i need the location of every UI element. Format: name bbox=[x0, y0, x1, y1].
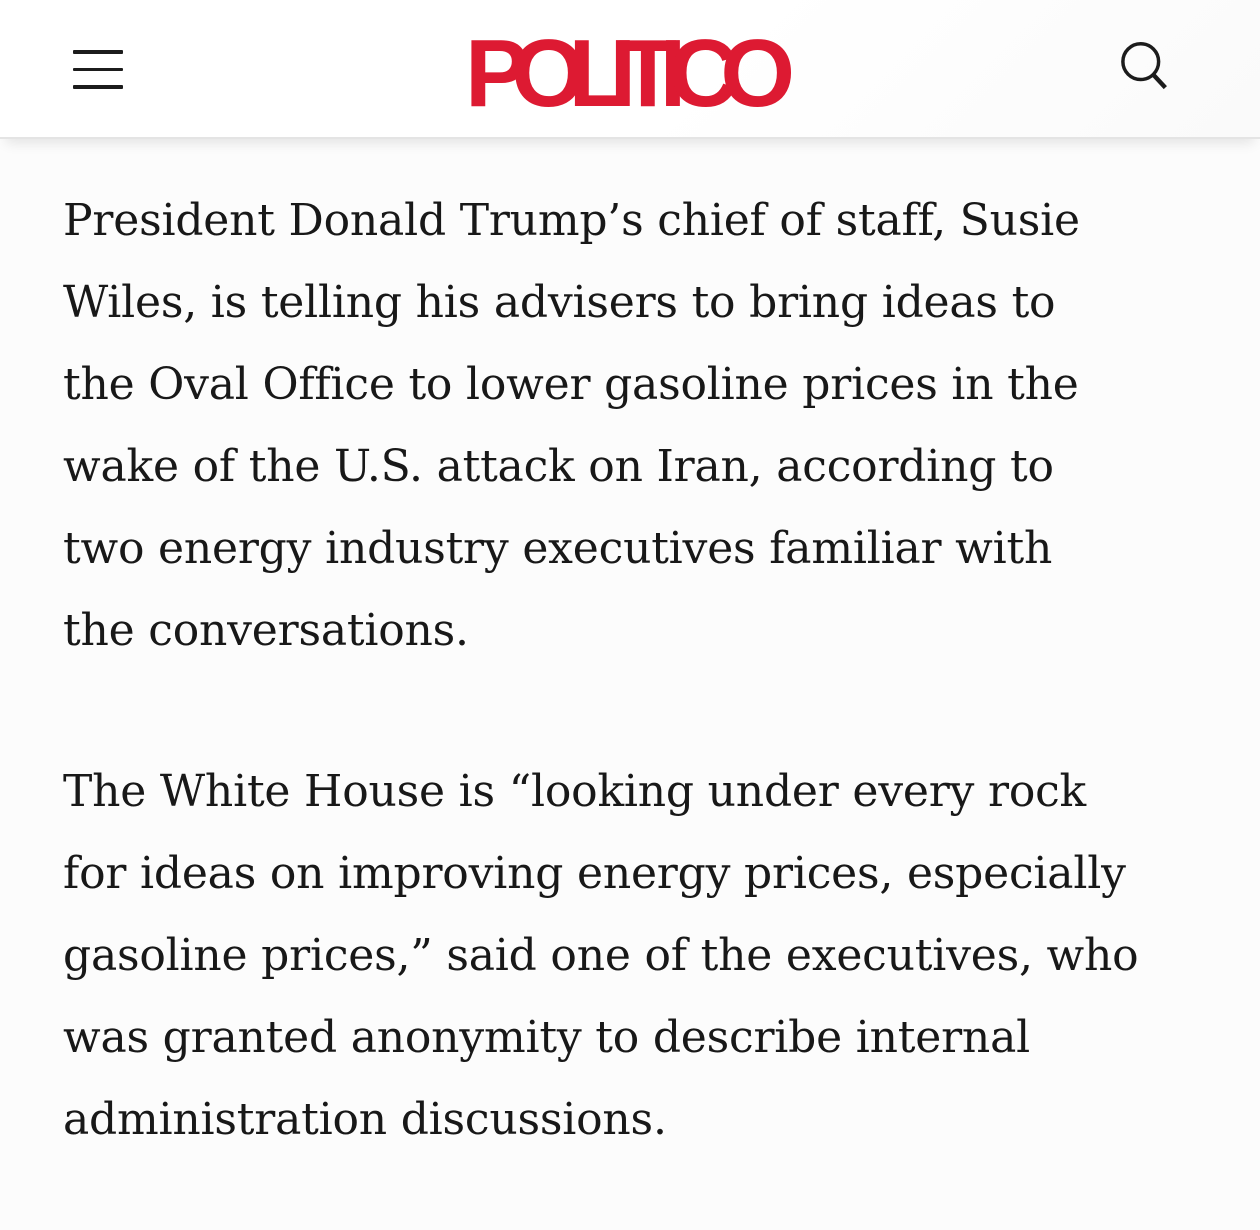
hamburger-bar bbox=[73, 50, 123, 54]
app-header: POLITICO bbox=[0, 0, 1260, 139]
politico-logo-graphic: POLITICO bbox=[465, 24, 795, 116]
hamburger-icon bbox=[73, 50, 123, 89]
article-paragraph-2: The White House is “looking under every … bbox=[63, 766, 1139, 1145]
article-body: President Donald Trump’s chief of staff,… bbox=[0, 139, 1260, 1161]
politico-logo-text: POLITICO bbox=[465, 24, 795, 116]
search-button[interactable] bbox=[1116, 38, 1172, 96]
hamburger-bar bbox=[73, 85, 123, 89]
search-icon bbox=[1121, 41, 1167, 89]
politico-logo[interactable]: POLITICO bbox=[450, 24, 810, 116]
article-paragraph-1: President Donald Trump’s chief of staff,… bbox=[63, 195, 1080, 656]
hamburger-bar bbox=[73, 67, 123, 72]
menu-button[interactable] bbox=[73, 50, 123, 89]
